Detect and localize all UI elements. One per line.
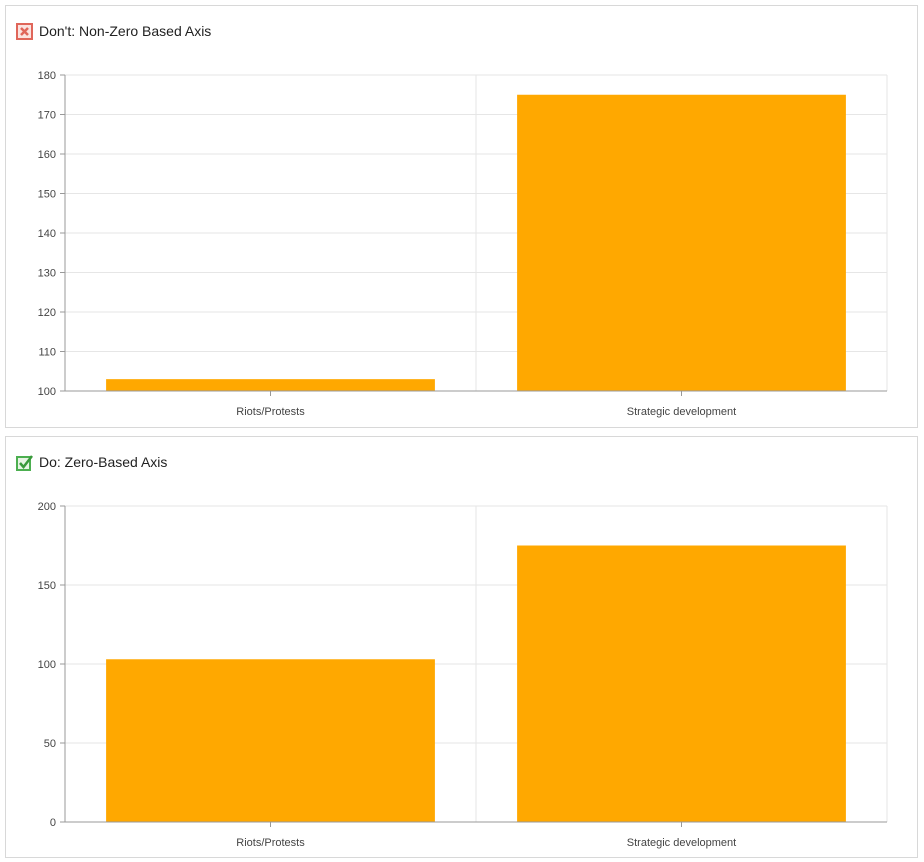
y-tick-label: 170 xyxy=(38,110,56,122)
bar xyxy=(517,545,846,822)
x-box-icon xyxy=(16,22,33,40)
bar xyxy=(106,379,435,391)
y-tick-label: 110 xyxy=(38,347,56,359)
chart-title: Do: Zero-Based Axis xyxy=(39,454,168,470)
bar xyxy=(517,94,846,391)
chart-panel-nonzero: Don't: Non-Zero Based Axis 100 110 120 130 1… xyxy=(5,5,918,428)
y-tick-label: 100 xyxy=(38,386,56,398)
panel-header: Don't: Non-Zero Based Axis xyxy=(16,20,211,42)
y-tick-label: 140 xyxy=(38,228,56,240)
x-tick-label: Riots/Protests xyxy=(236,837,305,849)
x-tick-label: Strategic development xyxy=(627,837,736,849)
y-tick-label: 150 xyxy=(38,189,56,201)
bar-chart-nonzero: 100 110 120 130 140 150 160 170 180 Riots/Protest… xyxy=(38,70,888,418)
check-box-icon xyxy=(16,454,33,471)
y-tick-label: 50 xyxy=(44,738,56,750)
y-tick-label: 160 xyxy=(38,149,56,161)
y-tick-label: 130 xyxy=(38,268,56,280)
chart-title: Don't: Non-Zero Based Axis xyxy=(39,23,212,39)
y-tick-label: 180 xyxy=(38,70,56,82)
chart-panel-zero: Do: Zero-Based Axis 0 50 100 150 200 Riots/Pr… xyxy=(5,436,918,858)
y-tick-label: 100 xyxy=(38,659,56,671)
x-tick-label: Riots/Protests xyxy=(236,406,305,418)
y-tick-label: 200 xyxy=(38,501,56,513)
y-tick-label: 120 xyxy=(38,307,56,319)
bar xyxy=(106,659,435,822)
y-tick-label: 150 xyxy=(38,580,56,592)
x-tick-label: Strategic development xyxy=(627,406,736,418)
panel-header: Do: Zero-Based Axis xyxy=(16,451,167,473)
y-tick-label: 0 xyxy=(50,817,56,829)
bar-chart-zero: 0 50 100 150 200 Riots/Protests Strategic deve… xyxy=(38,501,888,849)
